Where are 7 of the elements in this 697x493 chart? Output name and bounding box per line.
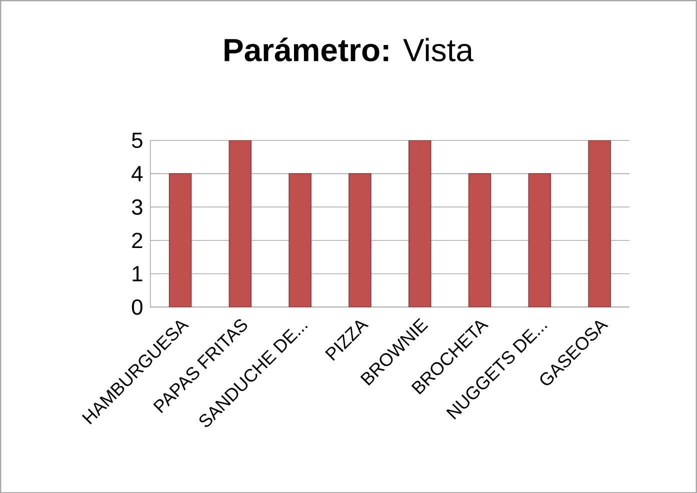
- y-tick-label: 2: [132, 232, 142, 248]
- y-tick-label: 4: [132, 166, 143, 182]
- y-tick-label: 3: [132, 199, 142, 215]
- y-tick-label: 1: [132, 266, 142, 282]
- y-tick-label: 5: [132, 132, 142, 148]
- chart-title: Parámetro: Vista: [224, 37, 474, 62]
- y-tick-label: 0: [132, 299, 142, 315]
